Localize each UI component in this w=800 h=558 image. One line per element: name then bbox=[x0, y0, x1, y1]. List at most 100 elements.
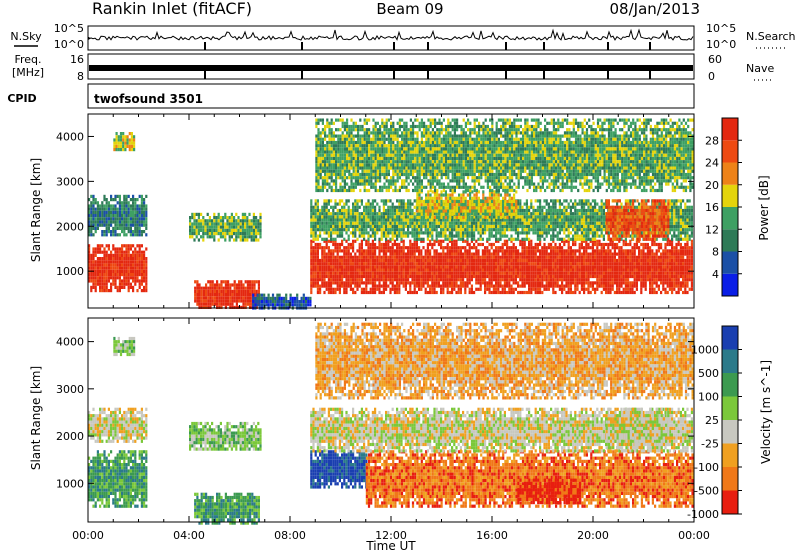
data-cell bbox=[370, 228, 372, 231]
data-cell bbox=[436, 228, 438, 231]
data-cell bbox=[530, 262, 532, 265]
data-cell bbox=[381, 275, 383, 278]
data-cell bbox=[294, 297, 296, 300]
data-cell bbox=[389, 262, 391, 265]
data-cell bbox=[620, 259, 622, 262]
data-cell bbox=[675, 278, 677, 281]
data-cell bbox=[242, 287, 244, 290]
data-cell bbox=[510, 291, 512, 294]
data-cell bbox=[645, 243, 647, 246]
data-cell bbox=[378, 215, 380, 218]
data-cell bbox=[493, 285, 495, 288]
data-cell bbox=[251, 222, 253, 225]
data-cell bbox=[387, 272, 389, 275]
data-cell bbox=[502, 246, 504, 249]
data-cell bbox=[315, 249, 317, 252]
data-cell bbox=[97, 260, 99, 263]
data-cell bbox=[376, 265, 378, 268]
data-cell bbox=[480, 235, 482, 238]
data-cell bbox=[594, 288, 596, 291]
data-cell bbox=[618, 265, 620, 268]
data-cell bbox=[539, 285, 541, 288]
data-cell bbox=[365, 240, 367, 243]
data-cell bbox=[543, 288, 545, 291]
data-cell bbox=[517, 228, 519, 231]
data-cell bbox=[420, 269, 422, 272]
data-cell bbox=[645, 275, 647, 278]
data-cell bbox=[469, 291, 471, 294]
data-cell bbox=[530, 269, 532, 272]
data-cell bbox=[198, 216, 200, 219]
data-cell bbox=[233, 238, 235, 241]
data-cell bbox=[605, 275, 607, 278]
data-cell bbox=[623, 281, 625, 284]
data-cell bbox=[205, 299, 207, 302]
data-cell bbox=[392, 249, 394, 252]
data-cell bbox=[517, 249, 519, 252]
data-cell bbox=[310, 269, 312, 272]
data-cell bbox=[420, 275, 422, 278]
data-cell bbox=[495, 285, 497, 288]
data-cell bbox=[326, 231, 328, 234]
data-cell bbox=[526, 269, 528, 272]
data-cell bbox=[207, 219, 209, 222]
data-cell bbox=[110, 204, 112, 207]
data-cell bbox=[242, 213, 244, 216]
data-cell bbox=[257, 297, 259, 300]
data-cell bbox=[521, 209, 523, 212]
data-cell bbox=[141, 273, 143, 276]
data-cell bbox=[376, 285, 378, 288]
data-cell bbox=[103, 251, 105, 254]
data-cell bbox=[449, 231, 451, 234]
data-cell bbox=[213, 226, 215, 229]
data-cell bbox=[491, 256, 493, 259]
data-cell bbox=[101, 204, 103, 207]
data-cell bbox=[207, 226, 209, 229]
data-cell bbox=[398, 256, 400, 259]
data-cell bbox=[119, 260, 121, 263]
data-cell bbox=[528, 265, 530, 268]
data-cell bbox=[414, 288, 416, 291]
data-cell bbox=[407, 259, 409, 262]
data-cell bbox=[385, 249, 387, 252]
data-cell bbox=[363, 259, 365, 262]
data-cell bbox=[315, 222, 317, 225]
data-cell bbox=[609, 291, 611, 294]
data-cell bbox=[484, 275, 486, 278]
data-cell bbox=[491, 243, 493, 246]
data-cell bbox=[223, 287, 225, 290]
data-cell bbox=[223, 293, 225, 296]
data-cell bbox=[383, 275, 385, 278]
data-cell bbox=[482, 222, 484, 225]
data-cell bbox=[519, 240, 521, 243]
data-cell bbox=[477, 225, 479, 228]
data-cell bbox=[495, 262, 497, 265]
data-cell bbox=[414, 215, 416, 218]
data-cell bbox=[110, 198, 112, 201]
data-cell bbox=[493, 253, 495, 256]
data-cell bbox=[117, 217, 119, 220]
data-cell bbox=[389, 209, 391, 212]
data-cell bbox=[574, 288, 576, 291]
data-cell bbox=[97, 270, 99, 273]
data-cell bbox=[554, 253, 556, 256]
data-cell bbox=[585, 281, 587, 284]
data-cell bbox=[469, 262, 471, 265]
data-cell bbox=[110, 270, 112, 273]
data-cell bbox=[447, 275, 449, 278]
data-cell bbox=[92, 214, 94, 217]
data-cell bbox=[242, 232, 244, 235]
data-cell bbox=[389, 206, 391, 209]
data-cell bbox=[145, 270, 147, 273]
data-cell bbox=[207, 296, 209, 299]
data-cell bbox=[449, 225, 451, 228]
data-cell bbox=[442, 262, 444, 265]
data-cell bbox=[546, 249, 548, 252]
data-cell bbox=[517, 231, 519, 234]
data-cell bbox=[254, 297, 256, 300]
data-cell bbox=[245, 293, 247, 296]
data-cell bbox=[92, 201, 94, 204]
data-cell bbox=[125, 217, 127, 220]
data-cell bbox=[381, 199, 383, 202]
data-cell bbox=[574, 291, 576, 294]
